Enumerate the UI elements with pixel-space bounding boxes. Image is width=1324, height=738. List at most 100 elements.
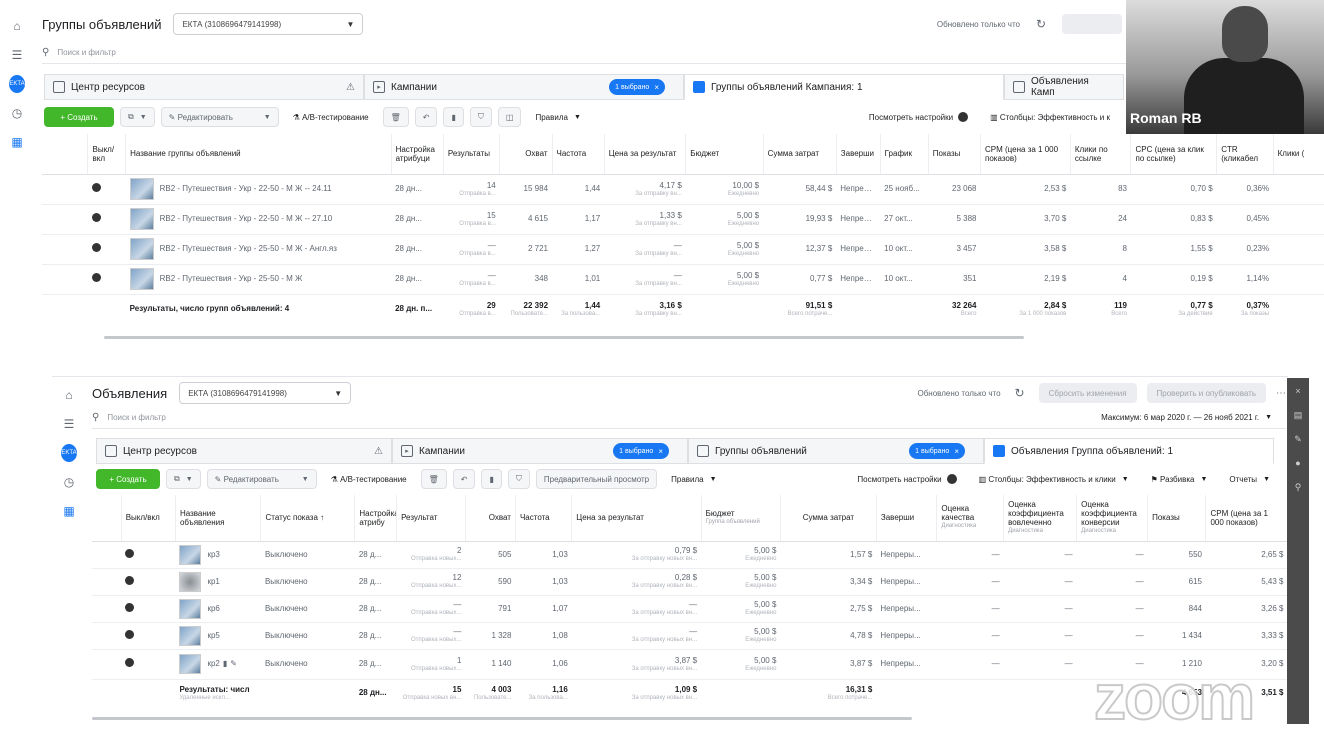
checkbox-column[interactable] xyxy=(92,495,122,542)
col-name[interactable]: Название объявления xyxy=(175,495,262,542)
tab-campaigns[interactable]: ▸ Кампании 1 выбрано × xyxy=(364,74,684,100)
col-cpr[interactable]: Цена за результат xyxy=(571,495,702,542)
create-button[interactable]: + Создать xyxy=(44,107,114,127)
col-cpr[interactable]: Цена за результат xyxy=(604,134,687,175)
col-impressions[interactable]: Показы xyxy=(1147,495,1207,542)
tab-adsets[interactable]: Группы объявлений Кампания: 1 xyxy=(684,74,1004,100)
col-toggle[interactable]: Выкл/вкл xyxy=(121,495,176,542)
ad-name[interactable]: кр1 xyxy=(207,576,220,586)
undo-button[interactable]: ↶ xyxy=(452,469,476,489)
tab-ads[interactable]: Объявления Группа объявлений: 1 xyxy=(984,438,1274,464)
edit-button[interactable]: ✎ Редактировать ▼ xyxy=(206,469,317,489)
trash-icon[interactable]: ▮ xyxy=(481,469,502,489)
checkbox-column[interactable] xyxy=(42,134,89,175)
reports-button[interactable]: Отчеты ▼ xyxy=(1221,469,1278,489)
col-attribution[interactable]: Настройка атрибу xyxy=(354,495,398,542)
table-row[interactable]: кр6 Выключено 28 д... — Отправка новых...… xyxy=(92,595,1288,623)
rules-button[interactable]: Правила ▼ xyxy=(527,107,588,127)
home-icon[interactable]: ⌂ xyxy=(13,19,21,33)
table-row[interactable]: кр1 Выключено 28 д... 12 Отправка новых..… xyxy=(92,568,1288,596)
table-row[interactable]: кр3 Выключено 28 д... 2 Отправка новых...… xyxy=(92,541,1288,569)
toggle-icon[interactable] xyxy=(125,658,135,667)
col-reach[interactable]: Охват xyxy=(499,134,553,175)
table-row[interactable]: кр5 Выключено 28 д... — Отправка новых...… xyxy=(92,622,1288,650)
account-logo-icon[interactable]: EKTA xyxy=(61,444,77,462)
dashboard-icon[interactable]: ◷ xyxy=(63,475,75,489)
col-schedule[interactable]: График xyxy=(880,134,929,175)
tag-icon[interactable]: ⛉ xyxy=(469,107,492,127)
ad-name[interactable]: кр3 xyxy=(207,549,220,559)
home-icon[interactable]: ⌂ xyxy=(65,388,73,402)
table-row[interactable]: RB2 - Путешествия - Укр - 22-50 - М Ж --… xyxy=(42,204,1324,235)
selected-pill[interactable]: 1 выбрано × xyxy=(909,443,965,459)
col-budget[interactable]: Бюджет xyxy=(685,134,764,175)
col-name[interactable]: Название группы объявлений xyxy=(125,134,392,175)
ad-name[interactable]: кр2 xyxy=(207,659,220,669)
breakdown-button[interactable]: ⚑ Разбивка ▼ xyxy=(1143,469,1216,489)
selected-pill[interactable]: 1 выбрано × xyxy=(613,443,669,459)
date-range-picker[interactable]: Максимум: 6 мар 2020 г. — 26 нояб 2021 г… xyxy=(1093,408,1280,428)
delete-button[interactable]: 🗑 xyxy=(382,107,409,127)
col-end[interactable]: Заверши xyxy=(836,134,881,175)
ab-test-button[interactable]: ⚗ A/B-тестирование xyxy=(323,469,415,489)
adset-name[interactable]: RB2 - Путешествия - Укр - 22-50 - М Ж --… xyxy=(159,184,332,194)
table-row[interactable]: RB2 - Путешествия - Укр - 22-50 - М Ж --… xyxy=(42,174,1324,205)
col-status[interactable]: Статус показа ↑ xyxy=(260,495,356,542)
table-row[interactable]: кр2 ▮ ✎ Выключено 28 д... 1 Отправка новых.… xyxy=(92,649,1288,680)
duplicate-button[interactable]: ⧉ ▼ xyxy=(166,469,201,489)
col-budget[interactable]: Бюджет Группа объявлений xyxy=(701,495,781,542)
preview-icon[interactable]: ◫ xyxy=(497,107,522,127)
cell-result[interactable]: — xyxy=(453,600,462,609)
tab-resources[interactable]: Центр ресурсов ⚠ xyxy=(44,74,364,100)
grid-icon[interactable]: ▦ xyxy=(11,135,23,149)
more-icon[interactable]: ⋯ xyxy=(1276,387,1286,399)
columns-button[interactable]: ▥ Столбцы: Эффективность и к xyxy=(982,107,1118,127)
toggle-icon[interactable] xyxy=(125,629,135,639)
tab-resources[interactable]: Центр ресурсов ⚠ xyxy=(96,438,392,464)
search-input[interactable]: Поиск и фильтр xyxy=(107,413,166,422)
cell-result[interactable]: 15 xyxy=(486,210,496,220)
menu-icon[interactable]: ☰ xyxy=(63,417,75,431)
rules-button[interactable]: Правила ▼ xyxy=(663,469,724,489)
cell-result[interactable]: 14 xyxy=(486,180,496,190)
horizontal-scrollbar[interactable] xyxy=(92,717,912,720)
col-frequency[interactable]: Частота xyxy=(515,495,573,542)
ad-name[interactable]: кр5 xyxy=(207,630,220,640)
col-toggle[interactable]: Выкл/вкл xyxy=(87,134,127,175)
discard-button[interactable] xyxy=(1062,14,1122,34)
ad-name[interactable]: кр6 xyxy=(207,603,220,613)
close-icon[interactable]: × xyxy=(1295,386,1301,396)
col-reach[interactable]: Охват xyxy=(465,495,516,542)
tag-icon[interactable]: ⛉ xyxy=(507,469,530,489)
publish-button[interactable]: Проверить и опубликовать xyxy=(1146,383,1266,403)
chart-icon[interactable]: ▤ xyxy=(1293,409,1303,420)
refresh-icon[interactable]: ↻ xyxy=(1035,17,1047,31)
grid-icon[interactable]: ▦ xyxy=(63,504,75,518)
tab-adsets[interactable]: Группы объявлений 1 выбрано × xyxy=(688,438,984,464)
close-icon[interactable]: × xyxy=(954,446,959,456)
pencil-icon[interactable]: ✎ xyxy=(230,659,237,669)
col-results[interactable]: Результат xyxy=(396,495,466,542)
table-row[interactable]: RB2 - Путешествия - Укр - 25-50 - М Ж 28… xyxy=(42,264,1324,295)
ab-test-button[interactable]: ⚗ A/B-тестирование xyxy=(285,107,377,127)
cell-result[interactable]: — xyxy=(487,270,496,280)
toggle-icon[interactable] xyxy=(91,273,101,282)
col-frequency[interactable]: Частота xyxy=(552,134,605,175)
col-impressions[interactable]: Показы xyxy=(928,134,982,175)
dashboard-icon[interactable]: ◷ xyxy=(11,106,23,120)
toggle-icon[interactable] xyxy=(125,602,135,612)
col-results[interactable]: Результаты xyxy=(443,134,501,175)
col-engagement[interactable]: Оценка коэффициента вовлеченно Диагностик… xyxy=(1003,495,1078,542)
adset-name[interactable]: RB2 - Путешествия - Укр - 25-50 - М Ж xyxy=(159,274,303,284)
selected-pill[interactable]: 1 выбрано × xyxy=(609,79,665,95)
info-icon[interactable]: ● xyxy=(1295,458,1301,468)
toggle-icon[interactable] xyxy=(91,243,101,252)
cell-result[interactable]: — xyxy=(487,240,496,250)
tab-campaigns[interactable]: ▸ Кампании 1 выбрано × xyxy=(392,438,688,464)
col-spent[interactable]: Сумма затрат xyxy=(780,495,877,542)
account-logo-icon[interactable]: EKTA xyxy=(9,75,25,93)
discard-button[interactable]: Сбросить изменения xyxy=(1038,383,1137,403)
undo-button[interactable]: ↶ xyxy=(414,107,438,127)
col-quality[interactable]: Оценка качества Диагностика xyxy=(936,495,1005,542)
adset-name[interactable]: RB2 - Путешествия - Укр - 25-50 - М Ж - … xyxy=(159,244,337,254)
